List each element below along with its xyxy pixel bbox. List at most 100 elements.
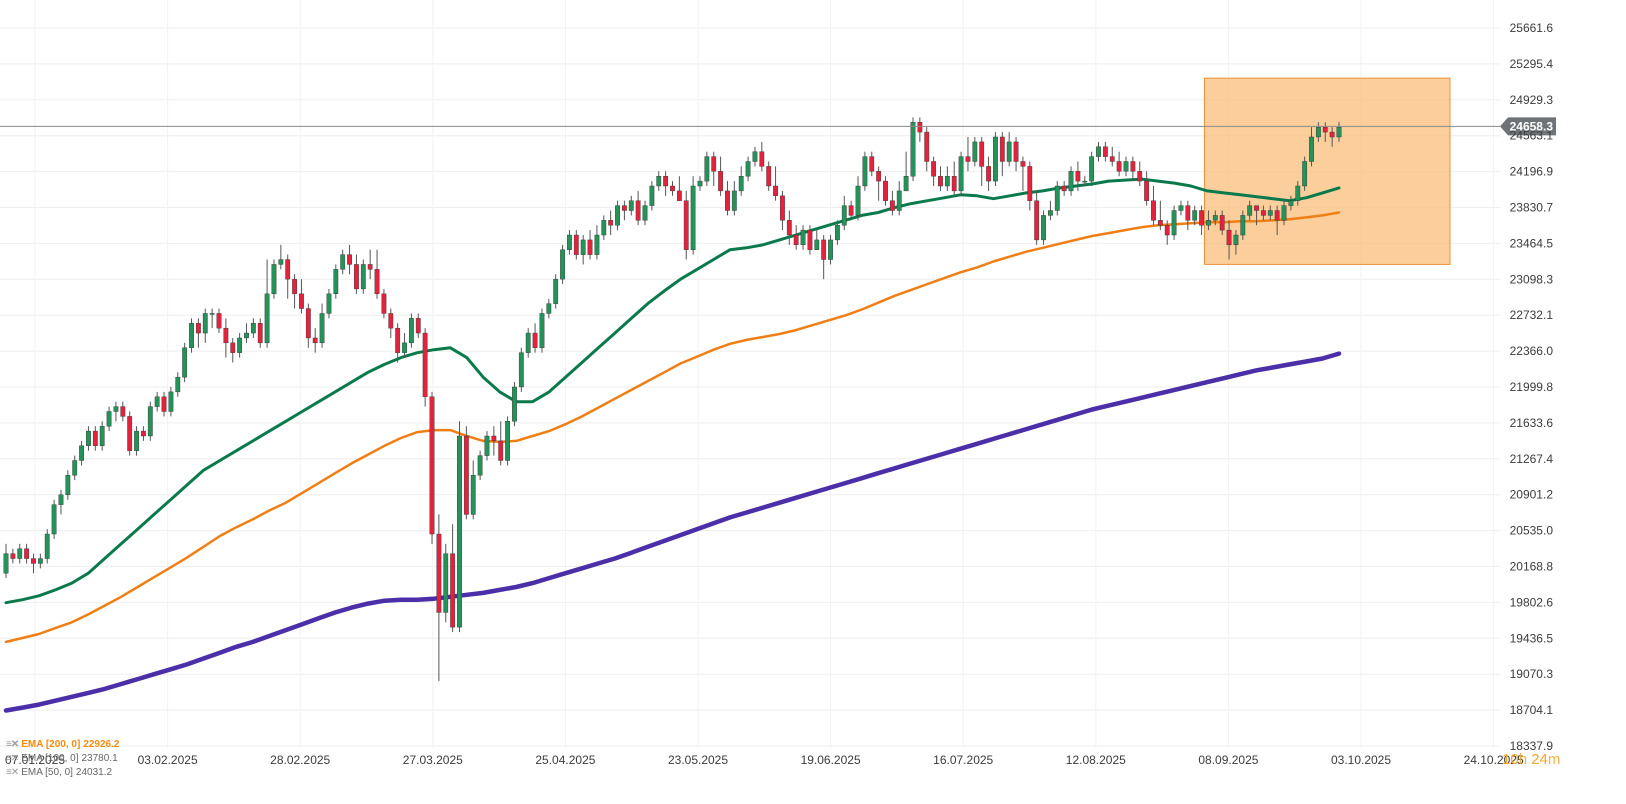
candle [738, 166, 744, 196]
candle-body [161, 396, 167, 412]
candle [814, 230, 820, 250]
y-tick-label: 20901.2 [1510, 488, 1554, 502]
candle [999, 132, 1005, 177]
candle [697, 176, 703, 191]
candle-body [766, 166, 772, 187]
candle [1315, 122, 1321, 142]
x-tick-label: 28.02.2025 [270, 753, 330, 767]
candle-body [1178, 205, 1184, 211]
candle [958, 151, 964, 196]
candle [10, 548, 16, 564]
candle-body [58, 494, 64, 505]
candle-body [408, 318, 414, 344]
candle [505, 416, 510, 466]
candle [237, 333, 243, 358]
legend-item-ema-50[interactable]: ≡✕ EMA [50, 0] 24031.2 [6, 766, 119, 780]
candle-body [1254, 205, 1259, 211]
ema-line [4, 177, 1341, 605]
legend-label: EMA [200, 0] [21, 739, 81, 750]
y-axis: 25661.6 25295.4 24929.3 24563.1 24196.9 23830… [1510, 21, 1554, 753]
candle [731, 181, 737, 216]
candle-body [580, 239, 586, 255]
candle-body [230, 342, 236, 353]
candle-body [587, 239, 593, 255]
candle-body [793, 234, 799, 246]
candle-body [285, 259, 291, 280]
candle [965, 136, 971, 172]
candle [44, 529, 50, 564]
candle [195, 318, 201, 348]
candle [422, 328, 428, 407]
candle [147, 401, 153, 441]
legend-label: EMA [50, 0] [21, 767, 73, 778]
candle [120, 401, 126, 422]
legend-menu-icon[interactable]: ≡✕ [6, 753, 19, 764]
legend-menu-icon[interactable]: ≡✕ [6, 739, 19, 750]
candle-body [965, 156, 971, 162]
candle [299, 279, 304, 314]
legend-menu-icon[interactable]: ≡✕ [6, 767, 19, 778]
candle-body [1130, 161, 1136, 172]
candle [1109, 146, 1115, 167]
last-price-label: 24658.3 [1510, 119, 1554, 133]
candle [1254, 205, 1259, 226]
candle-body [1075, 171, 1081, 182]
candle-body [1137, 171, 1143, 182]
candle-body [326, 293, 332, 314]
candle-body [896, 190, 902, 211]
candle-body [1185, 205, 1191, 221]
candle [1185, 200, 1191, 231]
candle-body [986, 166, 991, 182]
candle-body [869, 156, 875, 172]
highlight-rect [1203, 77, 1451, 265]
candle-body [1102, 146, 1108, 157]
candle-body [1157, 220, 1163, 226]
candle [1267, 205, 1273, 221]
x-tick-label: 16.07.2025 [933, 753, 993, 767]
candle-body [1295, 185, 1301, 201]
candle [415, 313, 421, 338]
candle-body [1061, 185, 1067, 192]
candle [546, 298, 552, 319]
candle-body [79, 445, 84, 461]
candle [127, 411, 133, 456]
legend-item-ema-100[interactable]: ≡✕ EMA [100, 0] 23780.1 [6, 752, 119, 766]
candle-countdown: 10h 24m [1502, 751, 1560, 768]
candle-body [257, 323, 263, 344]
candle-body [1233, 234, 1239, 246]
legend-item-ema-200[interactable]: ≡✕ EMA [200, 0] 22926.2 [6, 738, 119, 752]
candle-body [182, 347, 188, 378]
candle [72, 455, 78, 481]
candle-body [1336, 126, 1342, 138]
candle-body [738, 175, 744, 192]
candle [759, 141, 765, 172]
candle [663, 171, 669, 196]
candle-body [670, 185, 675, 192]
candle [889, 190, 895, 216]
candle-body [917, 122, 923, 133]
candle-body [622, 205, 627, 211]
candle-body [773, 185, 778, 197]
candle-body [1151, 200, 1156, 221]
candle-body [1144, 180, 1150, 201]
candle-body [51, 504, 57, 535]
candle-body [1199, 210, 1204, 226]
candle [1199, 205, 1204, 236]
candle-body [532, 332, 538, 348]
candle-body [814, 239, 820, 250]
candle [821, 235, 827, 280]
y-tick-label: 20535.0 [1510, 524, 1554, 538]
x-tick-label: 08.09.2025 [1198, 753, 1258, 767]
last-price-line: 24658.3 [0, 117, 1556, 136]
candle-body [1123, 161, 1129, 172]
candle [202, 308, 208, 343]
candle [1082, 176, 1088, 186]
timer-minutes: 24 [1531, 751, 1548, 768]
candle [718, 156, 723, 196]
candle-body [250, 323, 256, 334]
candle [347, 244, 352, 275]
candle-body [786, 220, 792, 236]
candle [175, 372, 181, 397]
candle-body [340, 254, 346, 270]
